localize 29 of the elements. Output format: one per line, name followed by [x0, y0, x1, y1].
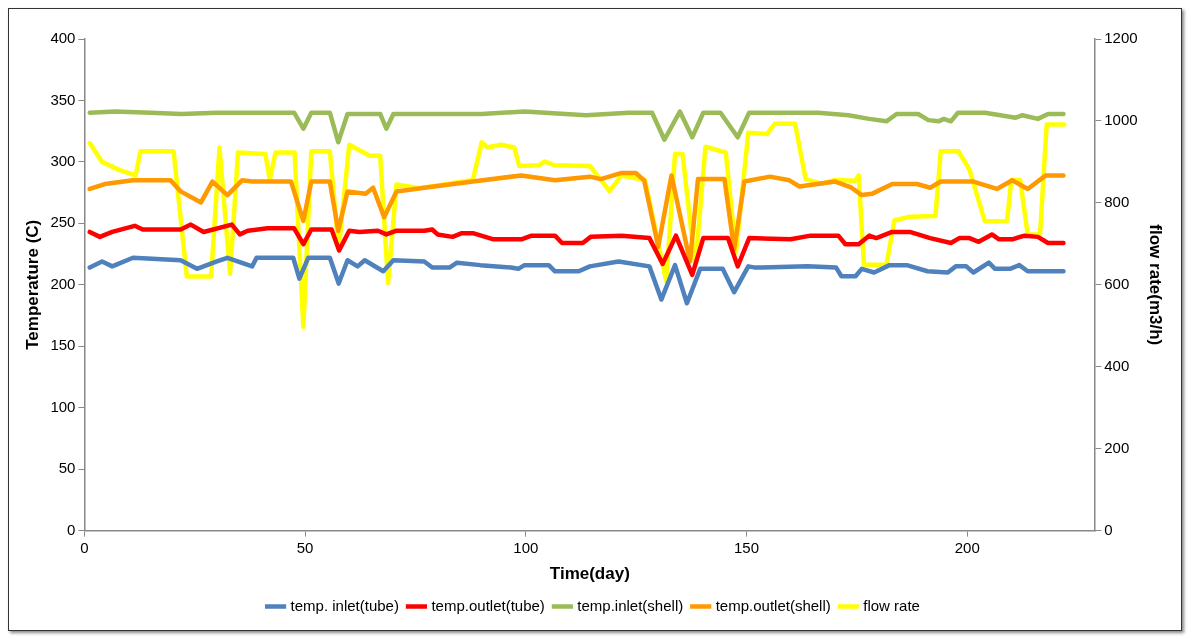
x-tick-label: 200	[954, 538, 980, 556]
y2-tick-label: 400	[1104, 356, 1130, 374]
y2-tick-label: 200	[1104, 438, 1130, 456]
y-tick-label: 0	[67, 520, 76, 538]
y-tick-label: 100	[50, 397, 76, 415]
y-tick-label: 400	[50, 29, 76, 47]
y-tick-label: 200	[50, 274, 76, 292]
legend-label: temp. inlet(tube)	[290, 596, 399, 614]
y2-tick-label: 1200	[1104, 29, 1138, 47]
y-tick-label: 350	[50, 90, 76, 108]
y-axis-title: Temperature (C)	[22, 219, 42, 350]
y2-tick-label: 0	[1104, 520, 1113, 538]
x-tick-label: 50	[296, 538, 314, 556]
y-tick-label: 50	[58, 459, 76, 477]
legend-label: temp.inlet(shell)	[577, 596, 684, 614]
legend-label: flow rate	[863, 596, 920, 614]
x-tick-label: 100	[513, 538, 539, 556]
y2-tick-label: 600	[1104, 274, 1130, 292]
y2-axis-title: flow rate(m3/h)	[1146, 224, 1166, 346]
y-tick-label: 250	[50, 213, 76, 231]
x-tick-label: 150	[734, 538, 760, 556]
legend-label: temp.outlet(shell)	[715, 596, 831, 614]
x-tick-label: 0	[80, 538, 89, 556]
y2-tick-label: 1000	[1104, 111, 1138, 129]
y2-tick-label: 800	[1104, 193, 1130, 211]
y-tick-label: 300	[50, 152, 76, 170]
y-tick-label: 150	[50, 336, 76, 354]
x-axis-title: Time(day)	[549, 564, 630, 584]
legend-label: temp.outlet(tube)	[431, 596, 545, 614]
